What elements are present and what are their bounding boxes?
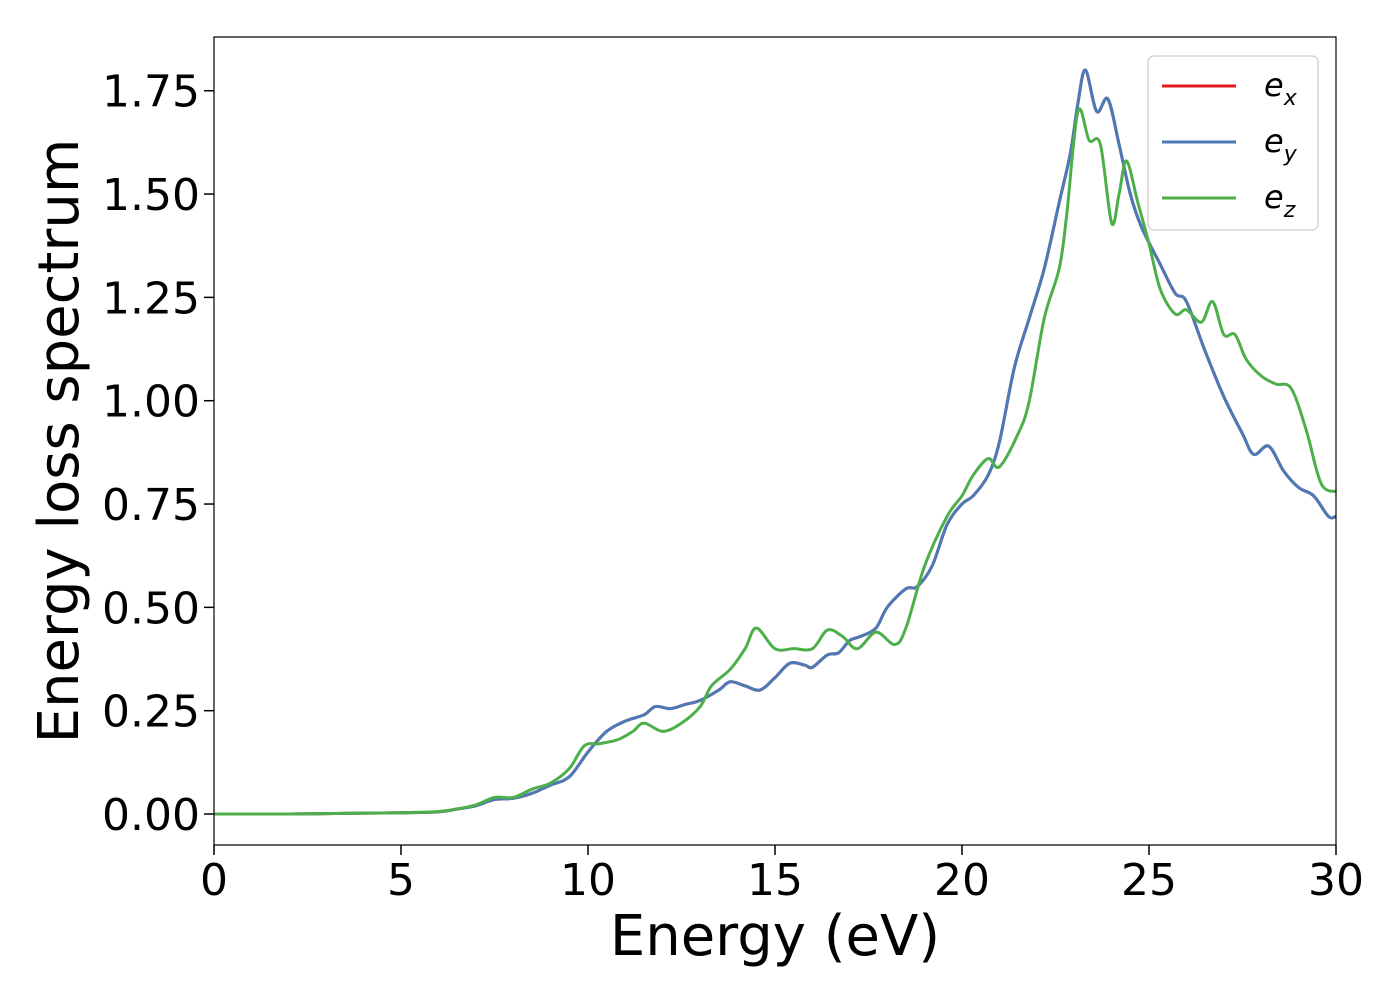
x-axis-ticks: 0 5 10 15 20 25 30	[200, 845, 1364, 906]
y-tick-label: 0.25	[102, 687, 200, 738]
legend-label-x: ex	[1264, 66, 1298, 111]
x-tick-label: 10	[560, 855, 616, 906]
series-line-y	[213, 68, 1337, 816]
legend-label-sub: z	[1283, 198, 1296, 223]
y-tick-label: 1.50	[102, 170, 200, 221]
legend-label-base: e	[1264, 178, 1284, 216]
y-tick-label: 1.75	[102, 67, 200, 118]
series-group	[213, 68, 1337, 816]
y-tick-label: 0.50	[102, 583, 200, 634]
series-line-z	[213, 107, 1337, 816]
y-axis-label: Energy loss spectrum	[27, 139, 92, 744]
x-tick-label: 30	[1308, 855, 1364, 906]
y-tick-label: 0.00	[102, 790, 200, 841]
x-tick-label: 20	[934, 855, 990, 906]
legend-label-base: e	[1264, 66, 1284, 104]
legend-label-sub: y	[1283, 142, 1298, 167]
legend-label-z: ez	[1264, 178, 1296, 223]
x-tick-label: 5	[387, 855, 415, 906]
legend-label-sub: x	[1283, 86, 1298, 111]
x-tick-label: 0	[200, 855, 228, 906]
legend-label-base: e	[1264, 122, 1284, 160]
y-axis-ticks: 0.00 0.25 0.50 0.75 1.00 1.25 1.50 1.75	[102, 67, 214, 841]
legend-label-y: ey	[1264, 122, 1298, 167]
x-axis-label: Energy (eV)	[610, 904, 940, 969]
x-tick-label: 15	[747, 855, 803, 906]
y-tick-label: 1.00	[102, 377, 200, 428]
y-tick-label: 0.75	[102, 480, 200, 531]
x-tick-label: 25	[1121, 855, 1177, 906]
y-tick-label: 1.25	[102, 273, 200, 324]
